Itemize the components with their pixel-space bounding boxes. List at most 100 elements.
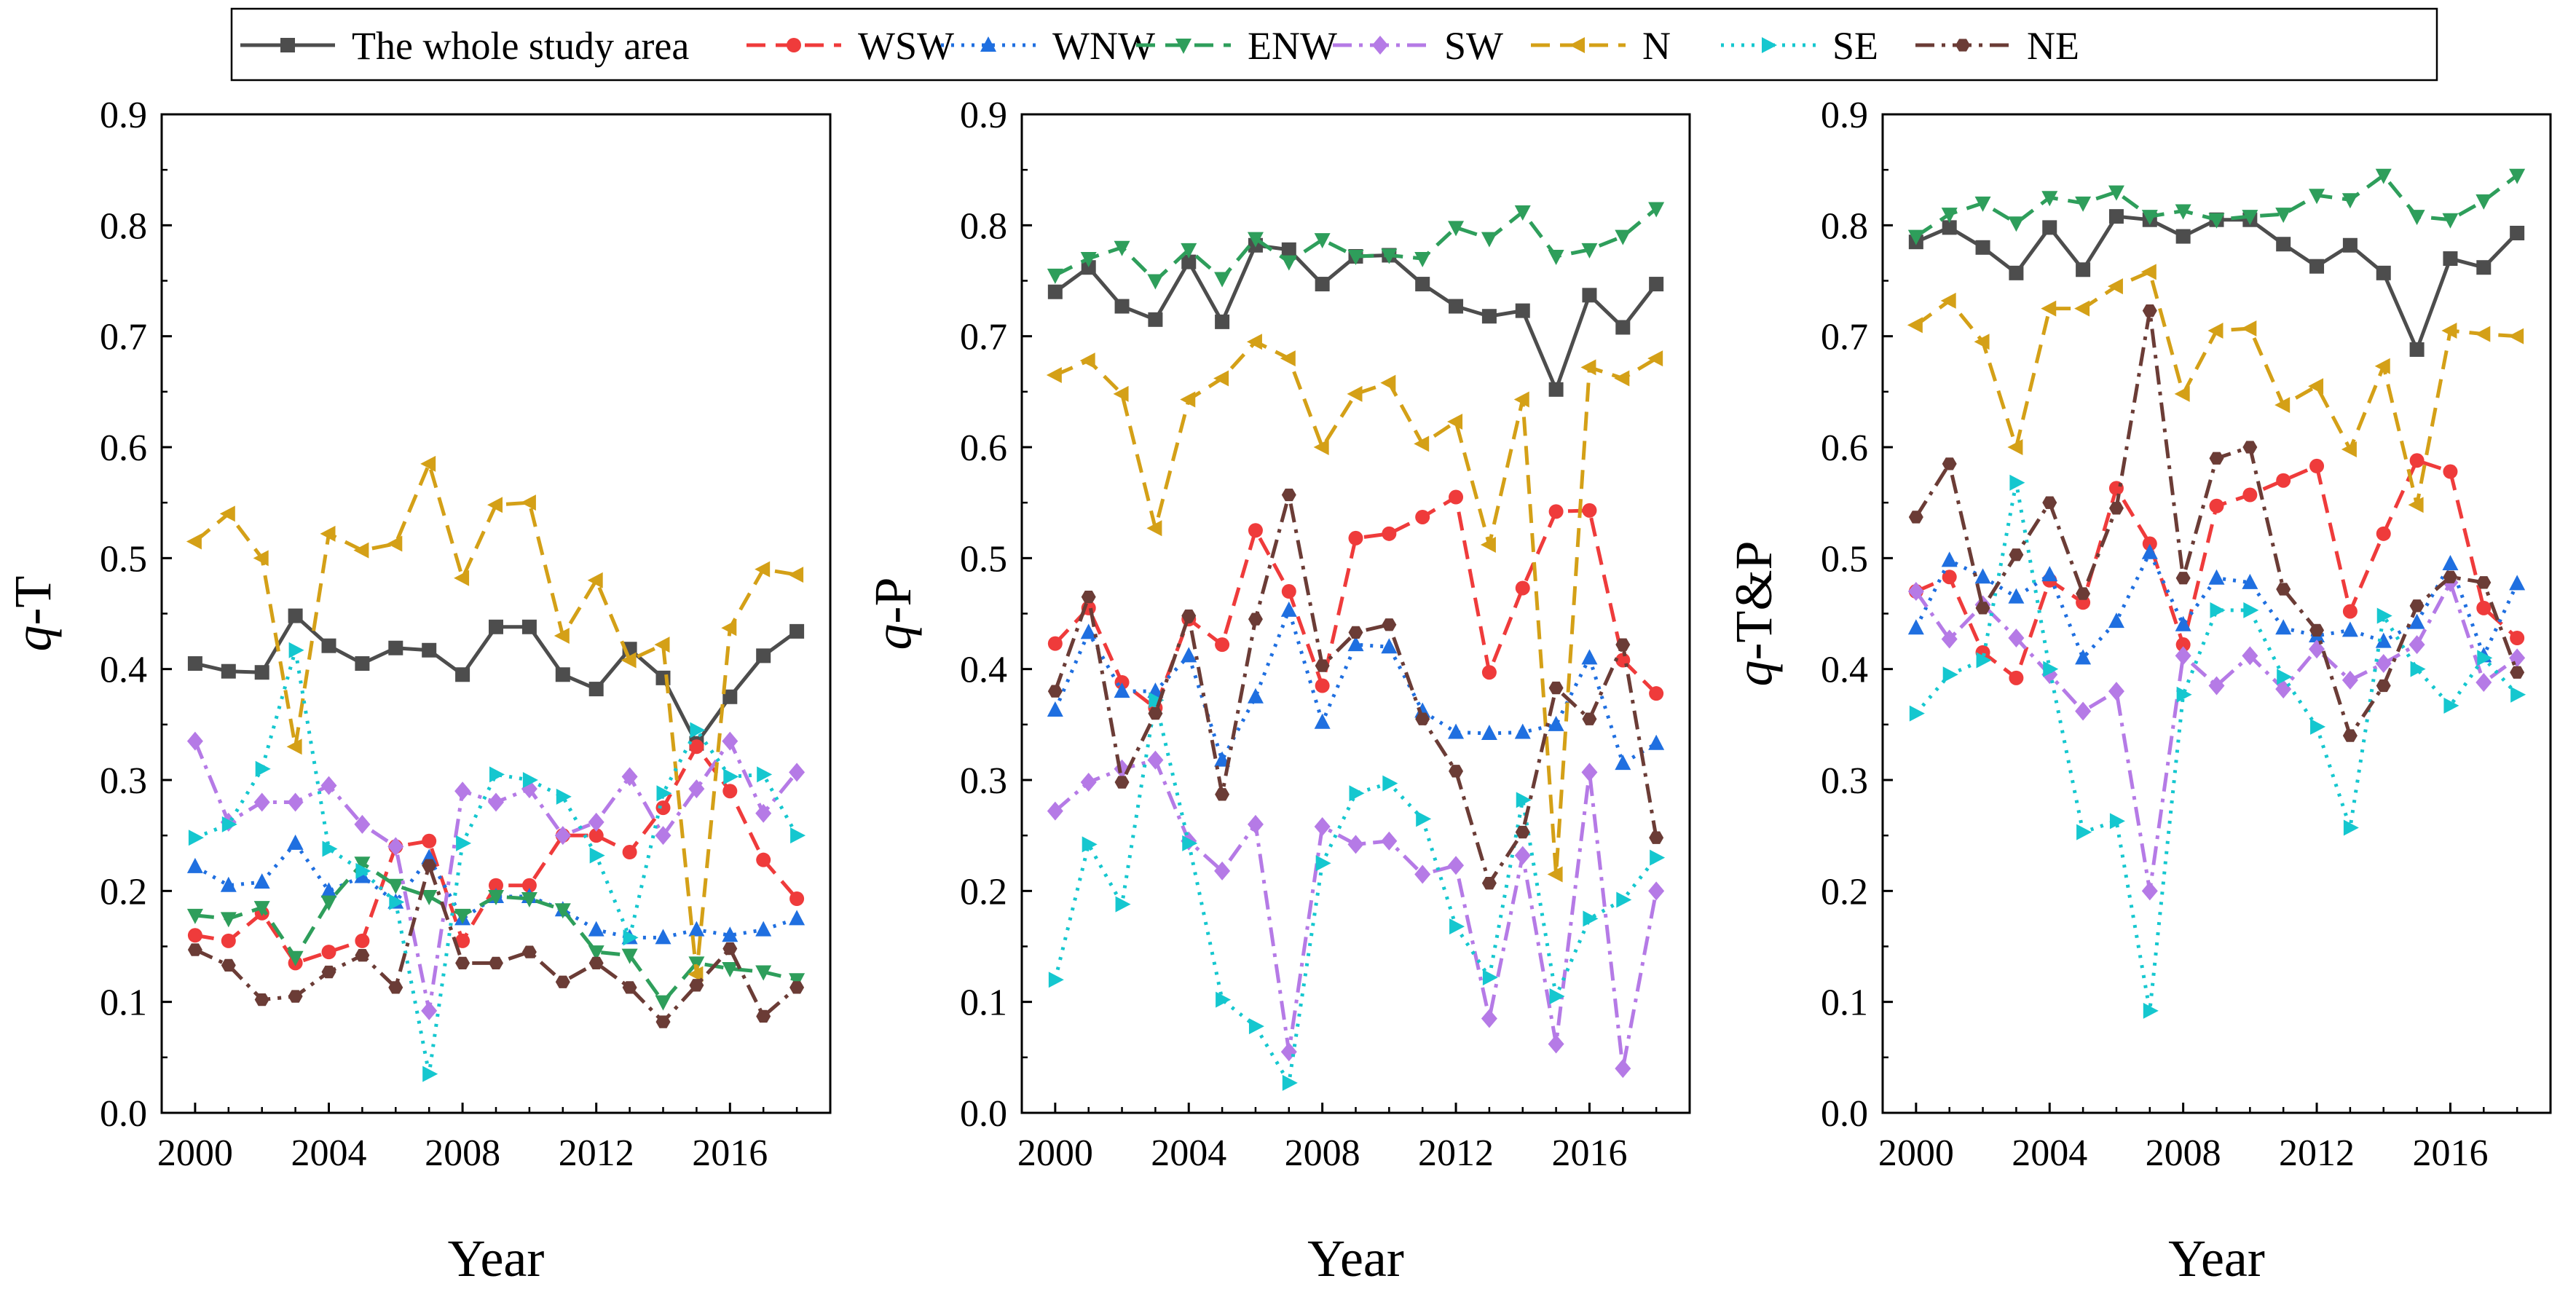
data-point xyxy=(1314,233,1331,249)
series-wsw xyxy=(1047,489,1664,715)
data-point xyxy=(622,981,637,994)
y-tick-label: 0.2 xyxy=(100,871,147,913)
legend-label: The whole study area xyxy=(352,24,689,68)
y-axis-title-symbol: q xyxy=(864,624,922,650)
data-point xyxy=(1315,855,1331,872)
data-point xyxy=(1181,243,1197,259)
data-point xyxy=(721,620,737,637)
data-point xyxy=(1648,881,1665,901)
y-tick-label: 0.4 xyxy=(100,650,147,691)
data-point xyxy=(2342,729,2358,742)
data-point xyxy=(1114,776,1130,789)
data-point xyxy=(455,667,470,682)
data-point xyxy=(789,910,806,926)
data-point xyxy=(2375,654,2392,674)
data-point xyxy=(1515,825,1530,839)
y-tick-label: 0.9 xyxy=(960,95,1007,136)
data-point xyxy=(621,767,638,787)
data-point xyxy=(1548,382,1564,397)
data-point xyxy=(2074,300,2090,317)
data-point xyxy=(454,781,471,801)
data-point xyxy=(555,667,570,682)
data-point xyxy=(2442,554,2459,570)
legend-label: N xyxy=(1642,24,1671,68)
data-point xyxy=(1907,619,1924,635)
data-point xyxy=(2175,204,2191,220)
data-point xyxy=(1449,489,1464,505)
data-point xyxy=(1414,864,1431,884)
data-point xyxy=(1113,385,1129,402)
data-point xyxy=(1449,765,1464,778)
data-point xyxy=(422,833,437,848)
data-point xyxy=(1315,277,1330,292)
data-point xyxy=(1380,374,1396,391)
data-point xyxy=(1382,526,1397,541)
data-point xyxy=(2009,670,2024,685)
data-point xyxy=(2076,824,2092,840)
data-point xyxy=(1215,637,1230,653)
data-point xyxy=(1415,277,1430,292)
data-point xyxy=(722,784,738,799)
data-point xyxy=(1548,504,1564,519)
series-sw xyxy=(1907,572,2526,901)
y-tick-label: 0.2 xyxy=(1821,871,1868,913)
data-point xyxy=(1582,288,1597,303)
data-point xyxy=(1547,866,1563,883)
y-tick-label: 0.7 xyxy=(1821,317,1868,358)
data-point xyxy=(757,766,773,783)
data-point xyxy=(1047,268,1063,284)
data-point xyxy=(1314,713,1331,729)
data-point xyxy=(1583,910,1599,927)
data-point xyxy=(287,834,304,850)
data-point xyxy=(1248,612,1263,626)
data-point xyxy=(655,995,671,1011)
data-point xyxy=(2309,458,2325,473)
data-point xyxy=(621,652,637,669)
data-point xyxy=(2442,213,2459,229)
series-line xyxy=(1054,243,1658,392)
data-point xyxy=(2410,661,2426,677)
data-point xyxy=(1941,551,1958,567)
data-point xyxy=(2042,220,2057,235)
data-point xyxy=(1082,836,1098,853)
data-point xyxy=(2142,536,2157,551)
series-se xyxy=(1909,474,2526,1019)
data-point xyxy=(2309,623,2325,637)
data-point xyxy=(1481,232,1497,248)
data-point xyxy=(2376,679,2391,693)
data-point xyxy=(1382,618,1397,631)
data-point xyxy=(1281,488,1296,502)
data-point xyxy=(2409,342,2425,357)
data-point xyxy=(2008,216,2025,232)
data-point xyxy=(1281,584,1296,599)
legend-swatch-marker xyxy=(980,36,996,52)
data-point xyxy=(1414,252,1431,268)
data-point xyxy=(2510,666,2525,679)
data-point xyxy=(2376,265,2391,280)
data-point xyxy=(1214,861,1231,881)
series-line xyxy=(1054,207,1658,283)
data-point xyxy=(387,535,403,552)
data-point xyxy=(555,975,570,988)
data-point xyxy=(2209,498,2224,513)
legend-label: SW xyxy=(1444,24,1503,68)
data-point xyxy=(2242,573,2258,589)
data-point xyxy=(1347,249,1364,265)
data-point xyxy=(1381,248,1398,264)
y-axis: 0.0 0.1 0.2 0.3 0.4 0.5 0.6 0.7 0.8 0.9 xyxy=(1821,95,1893,1135)
data-point xyxy=(2476,600,2492,615)
data-point xyxy=(1348,626,1363,639)
data-point xyxy=(1448,723,1465,739)
legend-swatch-marker xyxy=(1372,36,1388,55)
data-point xyxy=(186,857,203,873)
data-point xyxy=(1080,623,1097,639)
data-point xyxy=(1448,856,1465,875)
series-n xyxy=(1046,334,1663,883)
data-point xyxy=(1182,835,1198,851)
data-point xyxy=(1348,530,1363,545)
data-point xyxy=(1281,242,1296,257)
x-tick-label: 2012 xyxy=(1418,1133,1494,1174)
data-point xyxy=(755,561,771,578)
data-point xyxy=(2409,599,2425,612)
data-point xyxy=(588,945,604,961)
